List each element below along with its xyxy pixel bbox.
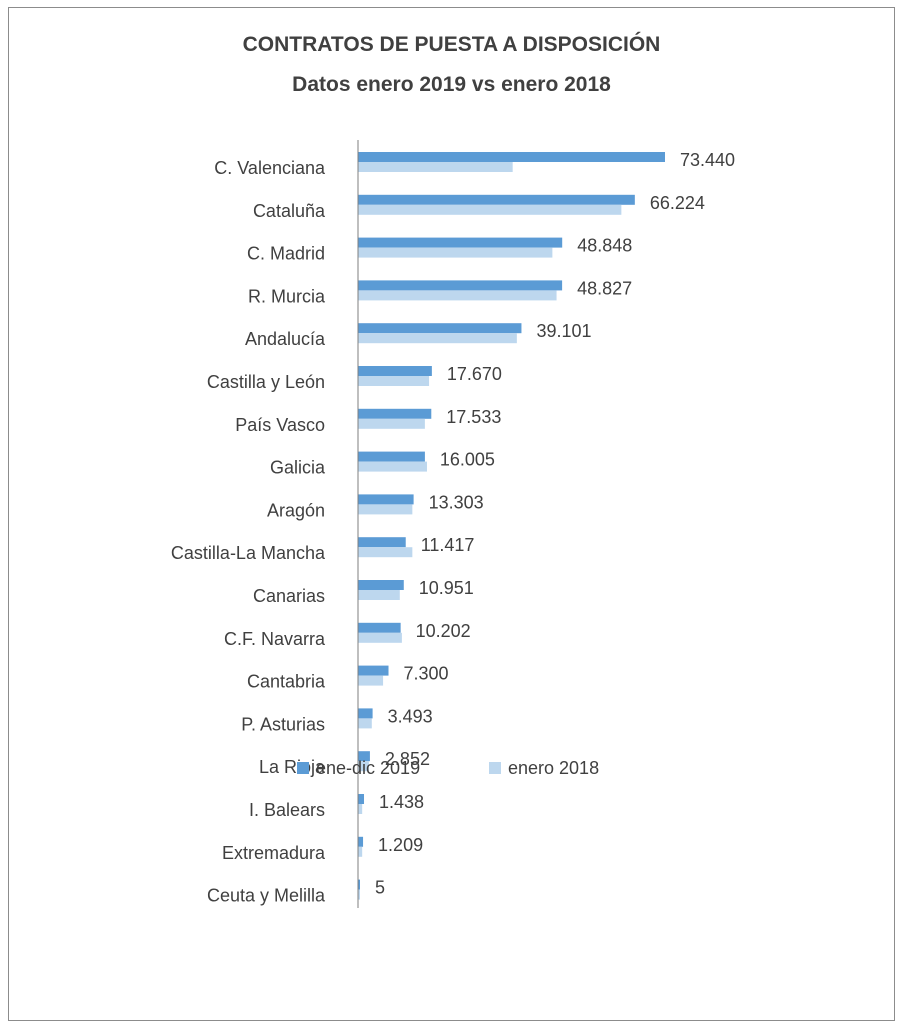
data-label: 48.827: [577, 278, 632, 298]
chart-frame: [8, 7, 895, 1021]
legend-label-2018: enero 2018: [508, 758, 599, 778]
bar-2019: [358, 494, 414, 505]
category-label: I. Balears: [249, 800, 325, 820]
legend-swatch-2018: [489, 762, 501, 774]
bar-2018: [358, 333, 517, 344]
bar-2018: [358, 504, 413, 515]
bar-2018: [358, 846, 363, 857]
bar-2018: [358, 675, 384, 686]
bar-2019: [358, 580, 404, 590]
data-label: 48.848: [577, 236, 632, 256]
data-label: 17.670: [447, 364, 502, 384]
category-label: Ceuta y Melilla: [207, 886, 326, 906]
bar-2018: [358, 247, 553, 258]
bar-2019: [358, 280, 563, 291]
bar-2018: [358, 162, 513, 172]
bar-2019: [358, 836, 364, 847]
category-label: Canarias: [253, 586, 325, 606]
bar-2019: [358, 879, 360, 890]
bar-2019: [358, 751, 370, 762]
data-label: 5: [375, 878, 385, 898]
bar-2019: [358, 152, 665, 162]
bar-2018: [358, 804, 363, 814]
category-label: Cantabria: [247, 672, 326, 692]
category-label: C. Valenciana: [214, 158, 326, 178]
data-label: 11.417: [421, 535, 475, 555]
bar-2019: [358, 237, 563, 248]
data-label: 2.852: [385, 749, 430, 769]
bar-2019: [358, 323, 522, 334]
category-label: La Rioja: [259, 757, 326, 777]
category-label: Andalucía: [245, 329, 326, 349]
bar-2018: [358, 547, 413, 558]
bar-2019: [358, 622, 401, 633]
category-label: País Vasco: [235, 415, 325, 435]
category-label: Cataluña: [253, 201, 326, 221]
bar-2018: [358, 632, 402, 643]
data-label: 73.440: [680, 150, 735, 170]
bar-2018: [358, 718, 372, 729]
data-label: 17.533: [446, 407, 501, 427]
bar-2019: [358, 194, 635, 205]
legend-label-2019: ene-dic 2019: [316, 758, 420, 778]
bar-2018: [358, 889, 360, 900]
bar-2018: [358, 761, 369, 772]
data-label: 1.438: [379, 792, 424, 812]
category-label: C.F. Navarra: [224, 629, 326, 649]
data-label: 13.303: [429, 492, 484, 512]
bar-2019: [358, 366, 432, 376]
legend-swatch-2019: [297, 762, 309, 774]
bar-2018: [358, 418, 425, 429]
data-label: 39.101: [536, 321, 591, 341]
category-label: C. Madrid: [247, 244, 325, 264]
category-label: Aragón: [267, 500, 325, 520]
bar-2019: [358, 794, 365, 804]
chart-title: CONTRATOS DE PUESTA A DISPOSICIÓN: [242, 33, 661, 56]
category-label: R. Murcia: [248, 286, 326, 306]
data-label: 1.209: [378, 835, 423, 855]
bar-2018: [358, 461, 427, 472]
bar-2019: [358, 537, 406, 548]
category-label: P. Asturias: [241, 714, 325, 734]
bar-2018: [358, 376, 430, 386]
chart-subtitle: Datos enero 2019 vs enero 2018: [292, 73, 611, 96]
category-label: Galicia: [270, 458, 326, 478]
bar-2019: [358, 665, 389, 676]
category-label: Castilla-La Mancha: [171, 543, 326, 563]
category-label: Extremadura: [222, 843, 326, 863]
data-label: 16.005: [440, 450, 495, 470]
data-label: 7.300: [404, 664, 449, 684]
bar-2019: [358, 408, 432, 419]
data-label: 10.951: [419, 578, 474, 598]
data-label: 10.202: [416, 621, 471, 641]
bar-2018: [358, 290, 557, 301]
data-label: 3.493: [388, 706, 433, 726]
bar-2018: [358, 204, 622, 215]
category-label: Castilla y León: [207, 372, 325, 392]
bar-2019: [358, 451, 425, 462]
bar-2019: [358, 708, 373, 719]
bar-2018: [358, 590, 400, 600]
data-label: 66.224: [650, 193, 705, 213]
